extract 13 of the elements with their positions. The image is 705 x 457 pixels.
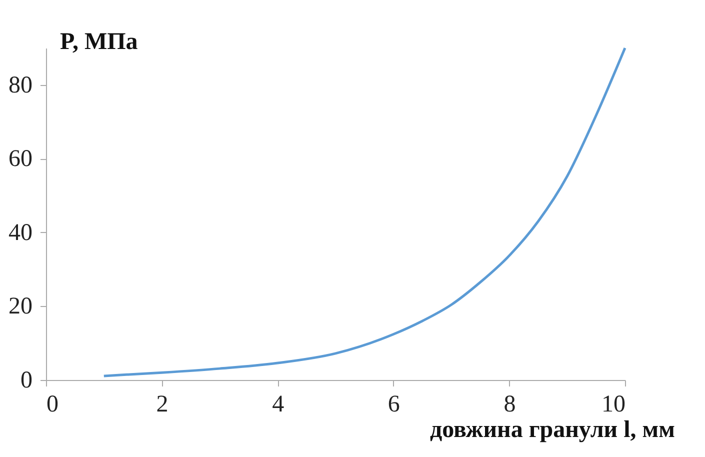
x-tick-label: 4 (272, 392, 284, 418)
y-tick-label: 60 (8, 146, 32, 172)
x-tick-label: 10 (602, 392, 626, 418)
x-tick-label: 0 (46, 392, 58, 418)
x-tick-label: 8 (504, 392, 516, 418)
x-tick-label: 2 (156, 392, 168, 418)
y-tick-label: 0 (20, 368, 32, 394)
y-tick-label: 80 (8, 72, 32, 98)
y-tick-label: 20 (8, 294, 32, 320)
x-tick-label: 6 (388, 392, 400, 418)
y-tick-label: 40 (8, 220, 32, 246)
y-axis-title: P, МПа (60, 29, 138, 55)
x-axis-title: довжина гранули l, мм (430, 417, 675, 443)
